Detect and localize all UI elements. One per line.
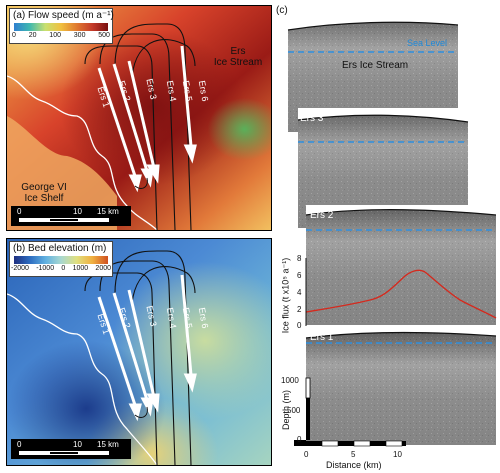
panel-c-letter: (c) bbox=[276, 5, 288, 16]
flux-tick: 0 bbox=[297, 321, 302, 330]
panel-a-title: (a) Flow speed (m a⁻¹) bbox=[13, 10, 114, 21]
panel-a-flow-speed-map: (a) Flow speed (m a⁻¹) 0 20 100 300 500 … bbox=[6, 5, 272, 231]
flux-tick: 4 bbox=[297, 288, 302, 297]
flux-tick: 6 bbox=[297, 271, 302, 280]
colorbar-tick: 2000 bbox=[95, 265, 111, 272]
profile-label-ers3: Ers 3 bbox=[300, 113, 324, 124]
colorbar-tick: 1000 bbox=[72, 265, 89, 272]
colorbar-tick: 100 bbox=[49, 32, 61, 39]
ice-flux-axis-label: Ice flux (t x10⁵ a⁻¹) bbox=[280, 257, 291, 334]
bed-elevation-colorbar-ticks: -2000 -1000 0 1000 2000 bbox=[11, 265, 111, 272]
scale-mid: 10 bbox=[73, 207, 82, 216]
scale-zero: 0 bbox=[17, 440, 22, 449]
flow-speed-colorbar-ticks: 0 20 100 300 500 bbox=[12, 32, 110, 39]
flow-speed-colorbar bbox=[14, 23, 108, 31]
distance-tick: 0 bbox=[304, 450, 309, 459]
profile-label-ers5: Ers 5 bbox=[290, 15, 314, 26]
colorbar-tick: 0 bbox=[12, 32, 16, 39]
ice-flux-curve bbox=[305, 269, 497, 319]
panel-c-radar-profiles bbox=[287, 12, 497, 447]
colorbar-tick: -2000 bbox=[11, 265, 29, 272]
scale-zero: 0 bbox=[17, 207, 22, 216]
colorbar-tick: 500 bbox=[98, 32, 110, 39]
scale-end: 15 km bbox=[97, 440, 119, 449]
depth-tick: 1000 bbox=[281, 376, 299, 385]
ers-ice-stream-profile-label: Ers Ice Stream bbox=[342, 60, 409, 71]
scale-mid: 10 bbox=[73, 440, 82, 449]
panel-b-bed-elevation-map: (b) Bed elevation (m) -2000 -1000 0 1000… bbox=[6, 238, 272, 466]
flux-tick: 2 bbox=[297, 305, 302, 314]
flow-speed-legend: (a) Flow speed (m a⁻¹) 0 20 100 300 500 bbox=[9, 8, 114, 44]
profile-label-ers2: Ers 2 bbox=[310, 210, 334, 221]
scale-bar: 0 10 15 km bbox=[11, 439, 131, 459]
colorbar-tick: 300 bbox=[73, 32, 86, 39]
colorbar-tick: -1000 bbox=[36, 265, 55, 272]
panel-b-title: (b) Bed elevation (m) bbox=[13, 243, 107, 254]
scale-end: 15 km bbox=[97, 207, 119, 216]
bed-elevation-legend: (b) Bed elevation (m) -2000 -1000 0 1000… bbox=[9, 241, 113, 277]
colorbar-tick: 0 bbox=[61, 265, 66, 272]
flux-tick: 8 bbox=[297, 254, 302, 263]
depth-tick: 500 bbox=[287, 406, 301, 415]
sea-level-label: Sea Level bbox=[407, 38, 448, 48]
flow-speed-map-image bbox=[7, 6, 271, 230]
profile-label-ers1: Ers 1 bbox=[310, 332, 334, 343]
ers-ice-stream-label: Ers Ice Stream bbox=[213, 46, 263, 68]
colorbar-tick: 20 bbox=[28, 32, 37, 39]
george-vi-ice-shelf-label: George VI Ice Shelf bbox=[21, 182, 67, 204]
distance-axis-label: Distance (km) bbox=[326, 460, 382, 470]
distance-tick: 10 bbox=[393, 450, 402, 459]
bed-elevation-colorbar bbox=[14, 256, 108, 264]
distance-tick: 5 bbox=[351, 450, 356, 459]
depth-tick: 0 bbox=[297, 435, 302, 444]
scale-bar: 0 10 15 km bbox=[11, 206, 131, 226]
